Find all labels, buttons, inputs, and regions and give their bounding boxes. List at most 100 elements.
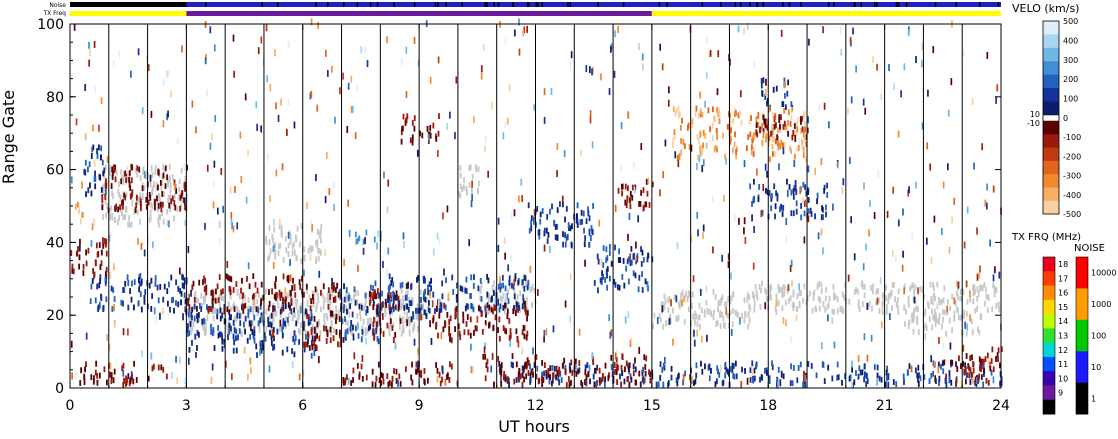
scatter-cell — [750, 144, 753, 151]
scatter-cell — [310, 339, 313, 346]
noise-cell — [143, 249, 146, 257]
scatter-cell — [280, 291, 283, 298]
scatter-cell — [443, 302, 446, 309]
scatter-cell — [291, 348, 293, 354]
scatter-cell — [783, 141, 786, 148]
noise-cell — [985, 202, 988, 210]
scatter-cell — [328, 297, 331, 304]
scatter-cell — [632, 270, 635, 277]
scatter-cell — [691, 302, 693, 309]
noise-cell — [780, 29, 783, 37]
scatter-cell — [450, 337, 453, 344]
noise-cell — [510, 255, 512, 263]
scatter-cell — [567, 225, 570, 231]
scatter-cell — [255, 343, 258, 350]
noise-cell — [693, 329, 695, 337]
scatter-cell — [755, 116, 758, 123]
noise-cell — [570, 51, 573, 59]
scatter-cell — [794, 180, 797, 186]
scatter-cell — [204, 277, 206, 284]
scatter-cell — [526, 310, 529, 316]
scatter-cell — [564, 232, 567, 239]
velocity-swatch-positive — [1043, 101, 1059, 116]
scatter-cell — [774, 151, 776, 157]
scatter-cell — [381, 290, 383, 297]
scatter-cell — [1000, 346, 1003, 353]
scatter-cell — [154, 198, 156, 205]
scatter-cell — [150, 201, 153, 208]
noise-cell — [81, 181, 83, 189]
scatter-cell — [692, 380, 695, 387]
scatter-cell — [525, 373, 528, 380]
scatter-cell — [102, 170, 105, 177]
scatter-cell — [552, 372, 555, 379]
scatter-cell — [359, 310, 361, 317]
scatter-cell — [695, 362, 698, 369]
noise-bar-tick — [658, 2, 661, 7]
scatter-cell — [95, 360, 98, 367]
noise-cell — [277, 114, 280, 122]
scatter-cell — [326, 297, 329, 304]
noise-cell — [507, 264, 510, 272]
scatter-cell — [252, 333, 255, 340]
noise-cell — [347, 82, 350, 90]
scatter-cell — [906, 370, 909, 376]
scatter-cell — [987, 295, 990, 301]
noise-cell — [438, 237, 441, 245]
scatter-cell — [986, 307, 989, 314]
scatter-cell — [405, 291, 408, 298]
scatter-cell — [589, 235, 592, 241]
noise-cell — [470, 200, 473, 208]
scatter-cell — [562, 231, 564, 237]
scatter-cell — [128, 169, 131, 176]
scatter-cell — [288, 312, 290, 319]
scatter-cell — [841, 308, 844, 315]
noise-cell — [187, 291, 189, 299]
noise-cell — [162, 120, 165, 128]
noise-cell — [471, 180, 473, 188]
scatter-cell — [337, 314, 339, 320]
scatter-cell — [776, 138, 779, 145]
noise-cell — [765, 78, 767, 86]
scatter-cell — [788, 184, 791, 190]
scatter-cell — [498, 306, 501, 313]
scatter-cell — [285, 316, 288, 323]
scatter-cell — [421, 132, 424, 139]
scatter-cell — [256, 287, 259, 294]
noise-tick-label: 1000 — [1091, 300, 1111, 309]
scatter-cell — [629, 190, 632, 197]
scatter-cell — [367, 325, 370, 332]
scatter-cell — [588, 241, 591, 248]
scatter-cell — [381, 373, 384, 379]
scatter-cell — [938, 375, 941, 382]
noise-cell — [342, 72, 344, 80]
scatter-cell — [175, 300, 177, 306]
scatter-cell — [402, 113, 405, 120]
noise-cell — [744, 237, 747, 245]
scatter-cell — [294, 234, 297, 241]
noise-cell — [947, 109, 950, 117]
scatter-cell — [253, 303, 256, 310]
scatter-cell — [398, 373, 401, 380]
scatter-cell — [84, 366, 86, 373]
noise-cell — [510, 213, 513, 221]
scatter-cell — [918, 372, 920, 379]
scatter-cell — [885, 369, 888, 376]
noise-cell — [140, 191, 143, 199]
scatter-cell — [657, 381, 660, 388]
noise-cell — [497, 217, 500, 225]
noise-cell — [206, 89, 208, 97]
scatter-cell — [570, 241, 573, 248]
scatter-cell — [969, 355, 972, 361]
scatter-cell — [350, 319, 353, 326]
noise-cell — [855, 65, 857, 73]
scatter-cell — [211, 298, 214, 305]
scatter-cell — [299, 284, 302, 290]
scatter-cell — [335, 329, 338, 335]
scatter-cell — [123, 377, 125, 384]
scatter-cell — [508, 283, 511, 290]
noise-cell — [506, 117, 509, 125]
scatter-cell — [808, 290, 811, 297]
scatter-cell — [298, 241, 301, 248]
noise-cell — [167, 69, 170, 77]
